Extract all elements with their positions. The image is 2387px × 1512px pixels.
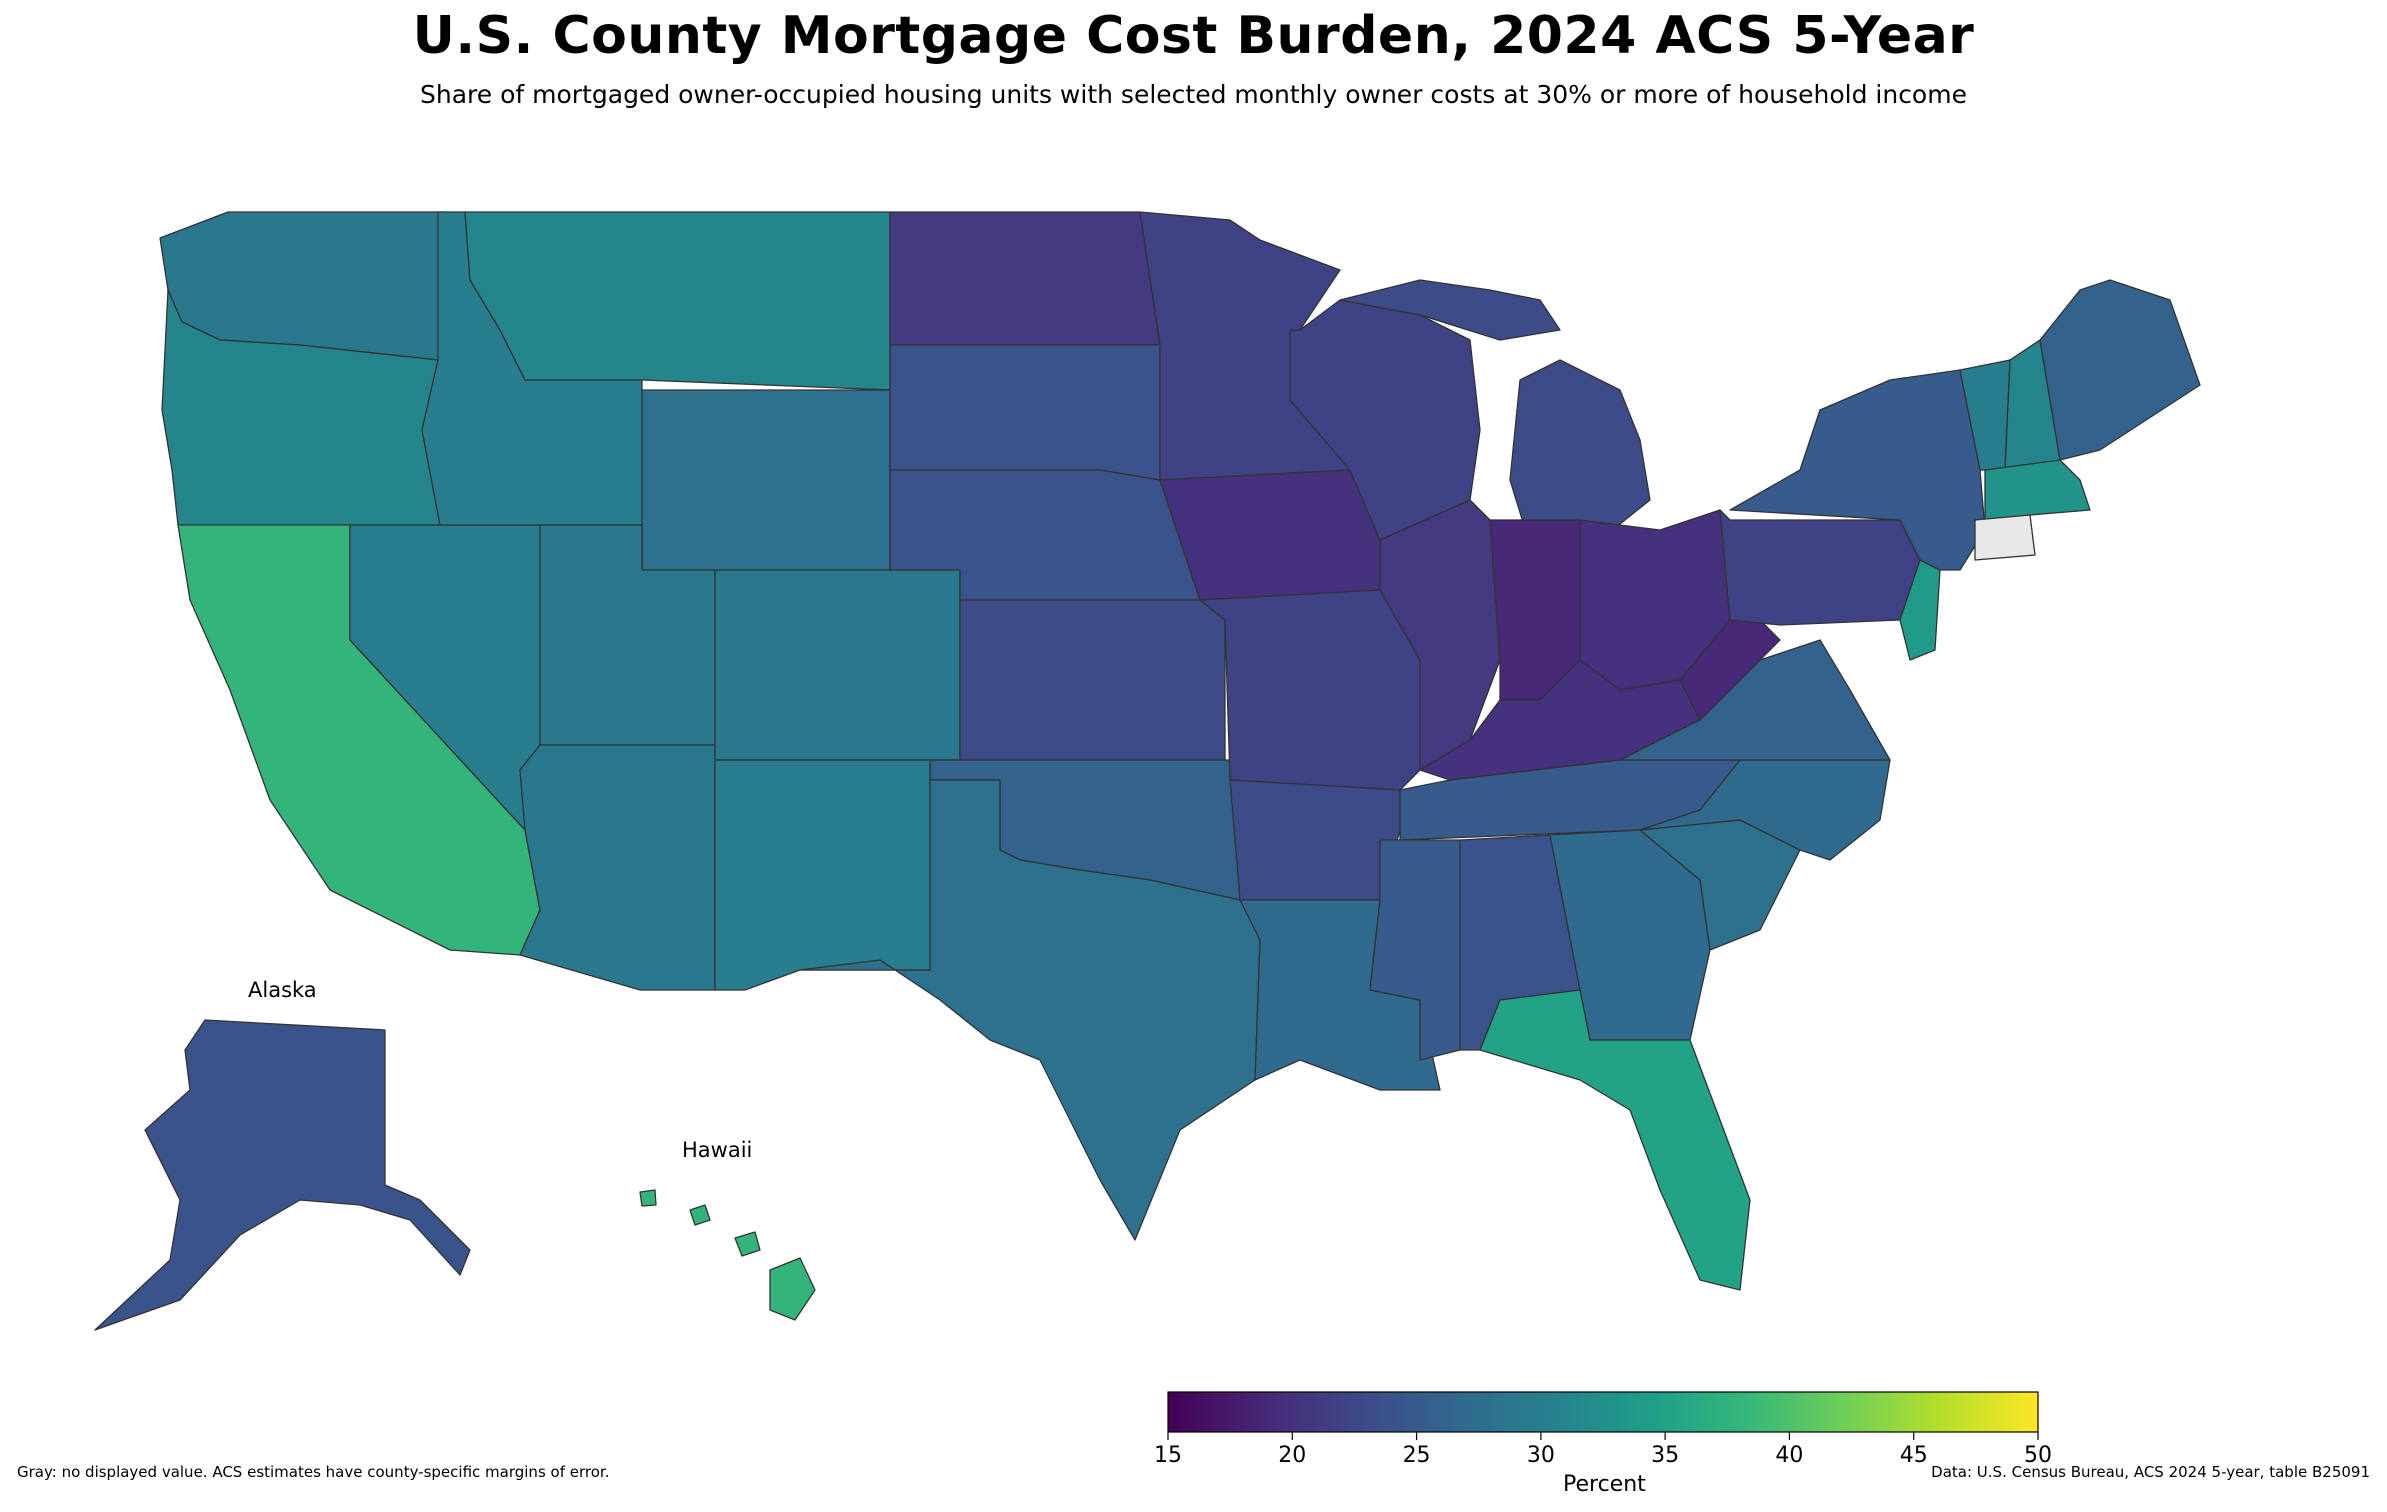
colorbar-tick-label: 40 (1775, 1443, 1804, 1468)
region-montana (464, 211, 891, 391)
colorbar-label: Percent (1563, 1472, 1646, 1497)
region-hawaii (769, 1257, 816, 1321)
region-new-mexico (714, 759, 931, 991)
region-south-dakota (889, 344, 1161, 481)
region-massachusetts (1984, 459, 2091, 521)
colorbar-tick-label: 50 (2024, 1443, 2052, 1468)
region-colorado (714, 569, 961, 761)
footnote-right: Data: U.S. Census Bureau, ACS 2024 5-yea… (1931, 1463, 2370, 1481)
colorbar-tick-label: 35 (1651, 1443, 1680, 1468)
region-kansas (959, 599, 1226, 761)
hawaii-label: Hawaii (682, 1138, 753, 1162)
region-alaska (94, 1019, 471, 1331)
alaska-label: Alaska (248, 978, 317, 1002)
colorbar (1167, 1391, 2039, 1440)
region-michigan-up (1339, 279, 1561, 341)
region-north-dakota (889, 211, 1161, 346)
colorbar-tick-label: 25 (1402, 1443, 1431, 1468)
colorbar-tick-label: 15 (1154, 1443, 1182, 1468)
region-florida (1479, 989, 1751, 1291)
region-hawaii-maui (734, 1231, 761, 1257)
region-hawaii-kauai (639, 1189, 657, 1207)
colorbar-tick-label: 45 (1899, 1443, 1928, 1468)
region-connecticut (1974, 514, 2036, 561)
region-new-jersey (1899, 559, 1941, 661)
region-arizona (519, 744, 716, 991)
region-missouri (1199, 589, 1421, 791)
region-arkansas (1229, 779, 1401, 901)
region-maine (2039, 279, 2201, 461)
colorbar-tick-label: 20 (1278, 1443, 1307, 1468)
footnote-left: Gray: no displayed value. ACS estimates … (17, 1463, 610, 1481)
region-wisconsin (1289, 299, 1481, 541)
region-new-york (1729, 369, 1986, 571)
region-iowa (1159, 469, 1381, 601)
colorbar-tick-label: 30 (1526, 1443, 1555, 1468)
region-hawaii-oahu (689, 1204, 711, 1226)
colorbar-bar (1167, 1391, 2039, 1433)
map-subtitle: Share of mortgaged owner-occupied housin… (420, 80, 1967, 109)
region-pennsylvania (1719, 509, 1921, 626)
region-texas (799, 779, 1261, 1241)
map-title: U.S. County Mortgage Cost Burden, 2024 A… (412, 6, 1975, 66)
region-michigan (1509, 359, 1651, 546)
region-wyoming (641, 389, 891, 571)
